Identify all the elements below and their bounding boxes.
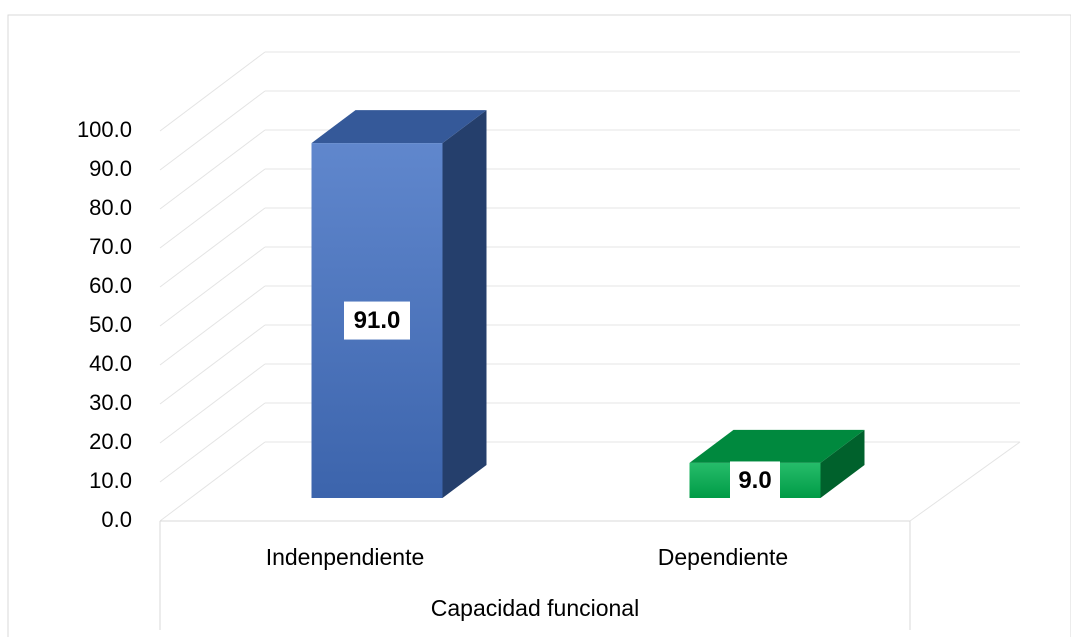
y-tick-label: 10.0 [89,468,132,493]
y-tick-label: 40.0 [89,351,132,376]
y-tick-label: 30.0 [89,390,132,415]
side-grid-line [159,51,266,132]
y-tick-label: 90.0 [89,156,132,181]
side-grid-line [159,324,266,405]
y-tick-label: 100.0 [77,117,132,142]
value-label: 91.0 [354,307,401,334]
side-grid-line [159,402,266,483]
bar-side [442,110,487,498]
side-grid-line [159,129,266,210]
bar-top [311,110,487,144]
side-grid-line [159,168,266,249]
x-axis-title: Capacidad funcional [431,595,639,621]
value-label-box [730,461,780,500]
side-grid-line [159,441,266,522]
y-tick-label: 0.0 [101,507,132,532]
side-grid-line [159,363,266,444]
x-tick-label: Dependiente [658,544,788,570]
walls [159,51,1020,522]
y-tick-label: 20.0 [89,429,132,454]
side-grid-line [159,285,266,366]
bar-side [820,429,865,498]
side-grid-line [159,90,266,171]
y-tick-label: 80.0 [89,195,132,220]
chart-border [7,14,1071,637]
floor-right [909,441,1021,522]
x-tick-label: Indenpendiente [266,544,425,570]
y-tick-label: 50.0 [89,312,132,337]
side-grid-line [159,246,266,327]
y-tick-label: 70.0 [89,234,132,259]
bar-top [689,429,865,463]
y-tick-label: 60.0 [89,273,132,298]
value-label: 9.0 [738,467,771,494]
value-label-box [344,301,410,340]
side-grid-line [159,207,266,288]
